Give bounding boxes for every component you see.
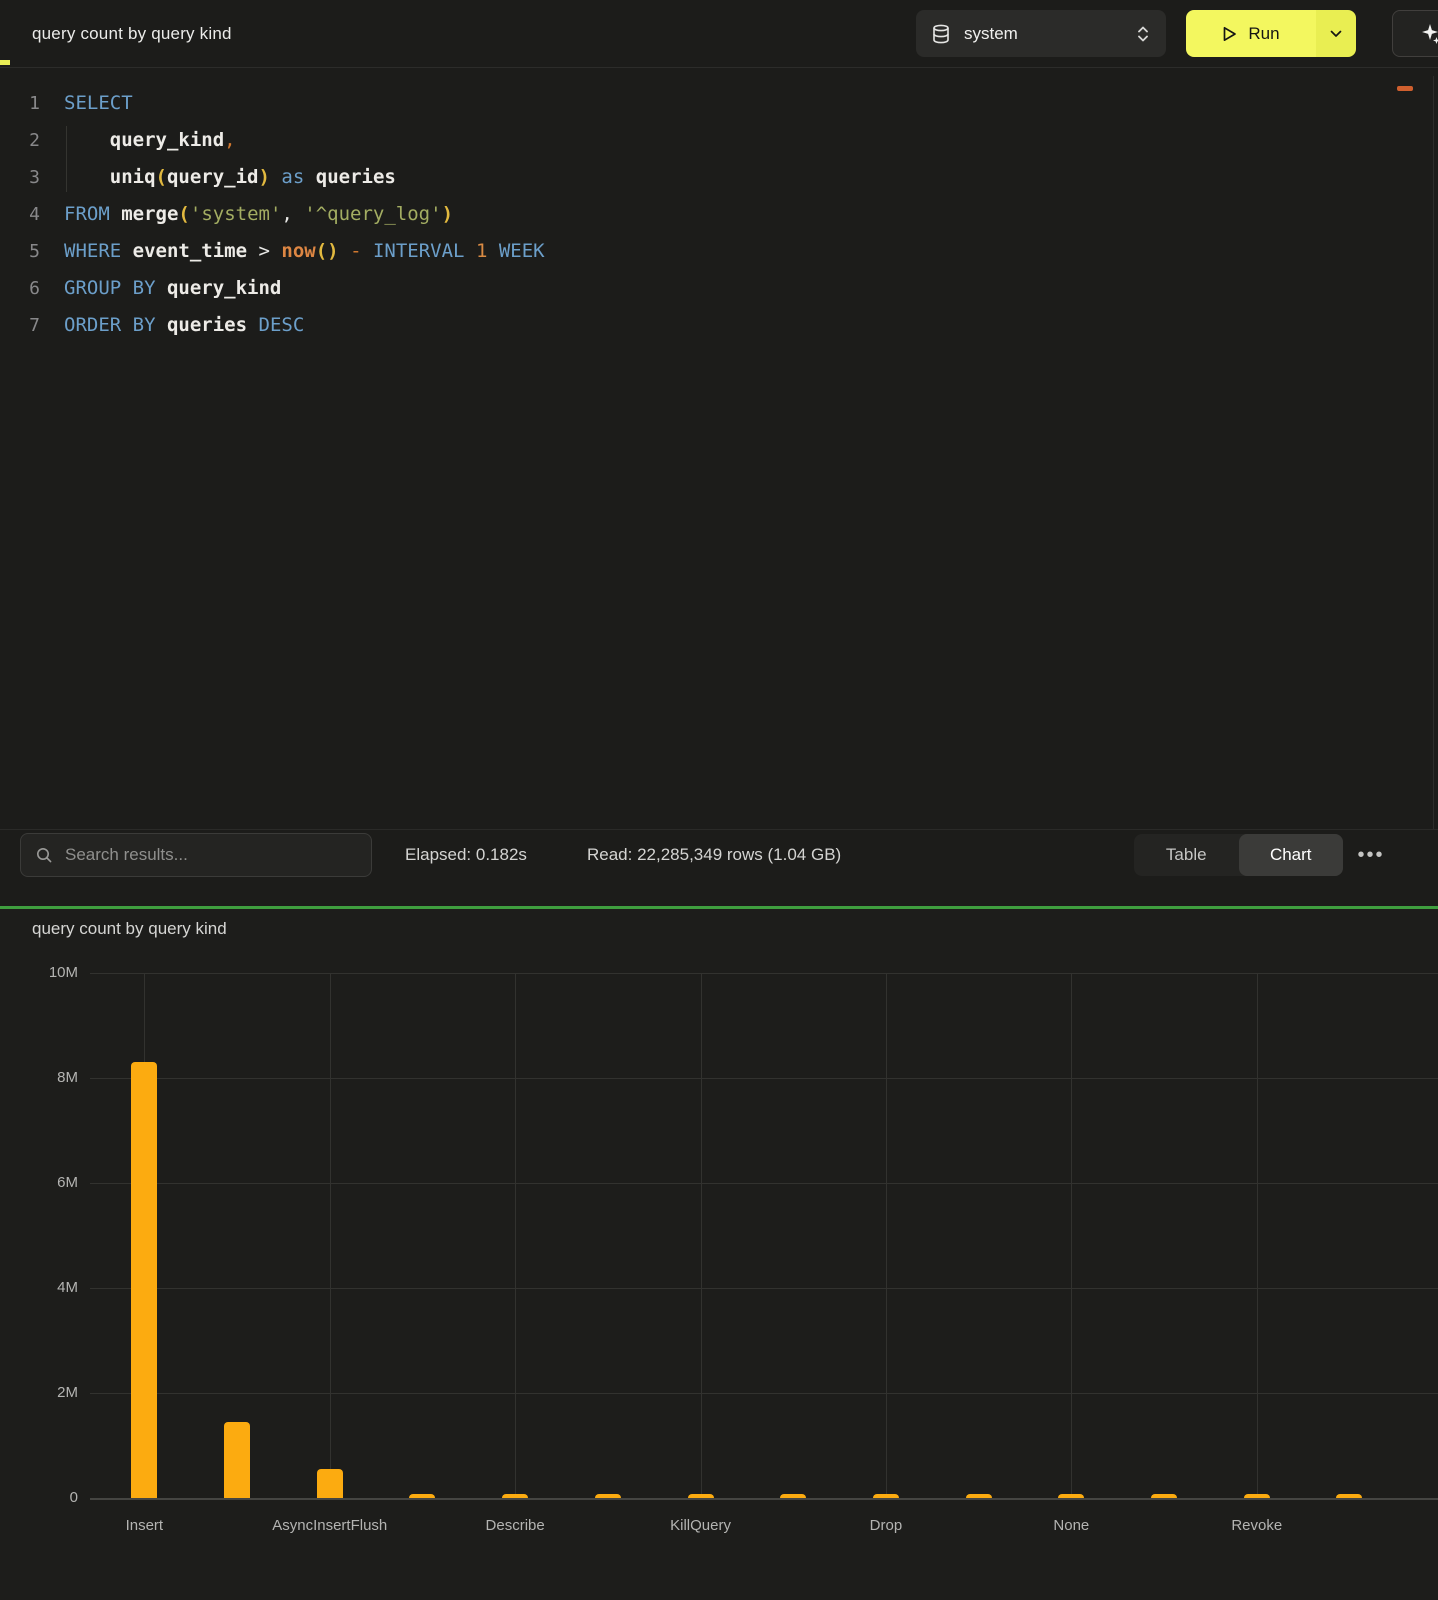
gridline-h bbox=[90, 1078, 1438, 1079]
editor-scrollbar-gutter bbox=[1433, 76, 1434, 829]
bar-Drop[interactable] bbox=[873, 1494, 899, 1498]
gridline-h bbox=[90, 1183, 1438, 1184]
code-text: ORDER BY queries DESC bbox=[64, 307, 304, 344]
line-number: 1 bbox=[0, 85, 40, 122]
view-toggle: Table Chart bbox=[1134, 834, 1343, 876]
run-label: Run bbox=[1248, 24, 1279, 44]
gridline-v bbox=[330, 973, 331, 1498]
bar-unlabeled-7[interactable] bbox=[780, 1494, 806, 1498]
code-line: 2 query_kind, bbox=[0, 122, 1438, 159]
line-number: 7 bbox=[0, 307, 40, 344]
code-text: GROUP BY query_kind bbox=[64, 270, 281, 307]
indent-guide bbox=[66, 126, 67, 192]
chevron-up-down-icon bbox=[1136, 24, 1150, 44]
gridline-v bbox=[515, 973, 516, 1498]
bar-unlabeled-3[interactable] bbox=[409, 1494, 435, 1498]
bar-unlabeled-9[interactable] bbox=[966, 1494, 992, 1498]
bar-unlabeled-1[interactable] bbox=[224, 1422, 250, 1498]
code-line: 5 WHERE event_time > now() - INTERVAL 1 W… bbox=[0, 233, 1438, 270]
code-line: 7 ORDER BY queries DESC bbox=[0, 307, 1438, 344]
line-number: 3 bbox=[0, 159, 40, 196]
y-axis-label: 4M bbox=[0, 1279, 78, 1296]
x-axis-label: KillQuery bbox=[609, 1517, 793, 1534]
run-dropdown-button[interactable] bbox=[1316, 10, 1356, 57]
view-toggle-table[interactable]: Table bbox=[1134, 834, 1239, 876]
sparkles-icon bbox=[1419, 23, 1438, 45]
bar-None[interactable] bbox=[1058, 1494, 1084, 1498]
y-axis-label: 6M bbox=[0, 1174, 78, 1191]
sql-editor[interactable]: 1SELECT2 query_kind,3 uniq(query_id) as … bbox=[0, 68, 1438, 829]
search-input[interactable] bbox=[65, 845, 357, 865]
line-number: 2 bbox=[0, 122, 40, 159]
code-text: uniq(query_id) as queries bbox=[64, 159, 396, 196]
line-number: 4 bbox=[0, 196, 40, 233]
chevron-down-icon bbox=[1330, 30, 1342, 38]
bar-unlabeled-11[interactable] bbox=[1151, 1494, 1177, 1498]
elapsed-stat: Elapsed: 0.182s bbox=[405, 830, 527, 880]
bar-Insert[interactable] bbox=[131, 1062, 157, 1498]
x-axis-label: Drop bbox=[794, 1517, 978, 1534]
code-line: 3 uniq(query_id) as queries bbox=[0, 159, 1438, 196]
bar-unlabeled-5[interactable] bbox=[595, 1494, 621, 1498]
line-number: 5 bbox=[0, 233, 40, 270]
scrollbar-warning-marker bbox=[1397, 86, 1413, 91]
bar-AsyncInsertFlush[interactable] bbox=[317, 1469, 343, 1498]
gridline-h bbox=[90, 1393, 1438, 1394]
x-axis-label: Revoke bbox=[1165, 1517, 1349, 1534]
code-text: SELECT bbox=[64, 85, 133, 122]
x-axis-label: None bbox=[979, 1517, 1163, 1534]
ellipsis-icon: ••• bbox=[1357, 844, 1384, 867]
tab-indicator bbox=[0, 60, 10, 65]
query-title: query count by query kind bbox=[32, 0, 232, 68]
line-number: 6 bbox=[0, 270, 40, 307]
database-selector-value: system bbox=[964, 24, 1136, 44]
chart-panel: query count by query kind 10M 8M 6M 4M 2M 0 In… bbox=[0, 909, 1438, 1600]
run-button[interactable]: Run bbox=[1186, 10, 1316, 57]
results-toolbar: Elapsed: 0.182s Read: 22,285,349 rows (1… bbox=[0, 829, 1438, 906]
x-axis-label: AsyncInsertFlush bbox=[238, 1517, 422, 1534]
gridline-v bbox=[1257, 973, 1258, 1498]
gridline-v bbox=[1071, 973, 1072, 1498]
bar-KillQuery[interactable] bbox=[688, 1494, 714, 1498]
code-line: 6 GROUP BY query_kind bbox=[0, 270, 1438, 307]
gridline-v bbox=[886, 973, 887, 1498]
gridline-h bbox=[90, 973, 1438, 974]
gridline-v bbox=[701, 973, 702, 1498]
y-axis-label: 10M bbox=[0, 964, 78, 981]
gridline-h bbox=[90, 1288, 1438, 1289]
sql-editor-lines: 1SELECT2 query_kind,3 uniq(query_id) as … bbox=[0, 85, 1438, 344]
x-axis-label: Describe bbox=[423, 1517, 607, 1534]
database-icon bbox=[932, 24, 950, 44]
database-selector[interactable]: system bbox=[916, 10, 1166, 57]
x-axis-label: Insert bbox=[52, 1517, 236, 1534]
bar-unlabeled-13[interactable] bbox=[1336, 1494, 1362, 1498]
code-text: WHERE event_time > now() - INTERVAL 1 WE… bbox=[64, 233, 545, 270]
axis-baseline bbox=[90, 1498, 1438, 1500]
code-line: 1 SELECT bbox=[0, 85, 1438, 122]
bar-Revoke[interactable] bbox=[1244, 1494, 1270, 1498]
run-button-group: Run bbox=[1186, 10, 1356, 57]
y-axis-label: 0 bbox=[0, 1489, 78, 1506]
read-stat: Read: 22,285,349 rows (1.04 GB) bbox=[587, 830, 841, 880]
play-icon bbox=[1222, 26, 1237, 42]
app-toolbar: query count by query kind system Run bbox=[0, 0, 1438, 68]
search-box bbox=[20, 833, 372, 877]
assistant-button[interactable] bbox=[1392, 10, 1438, 57]
chart-title: query count by query kind bbox=[32, 919, 227, 939]
view-toggle-chart[interactable]: Chart bbox=[1239, 834, 1344, 876]
more-options-button[interactable]: ••• bbox=[1350, 830, 1392, 880]
y-axis-label: 8M bbox=[0, 1069, 78, 1086]
search-icon bbox=[35, 846, 53, 864]
code-text: query_kind, bbox=[64, 122, 236, 159]
code-text: FROM merge('system', '^query_log') bbox=[64, 196, 453, 233]
code-line: 4 FROM merge('system', '^query_log') bbox=[0, 196, 1438, 233]
bar-Describe[interactable] bbox=[502, 1494, 528, 1498]
y-axis-label: 2M bbox=[0, 1384, 78, 1401]
